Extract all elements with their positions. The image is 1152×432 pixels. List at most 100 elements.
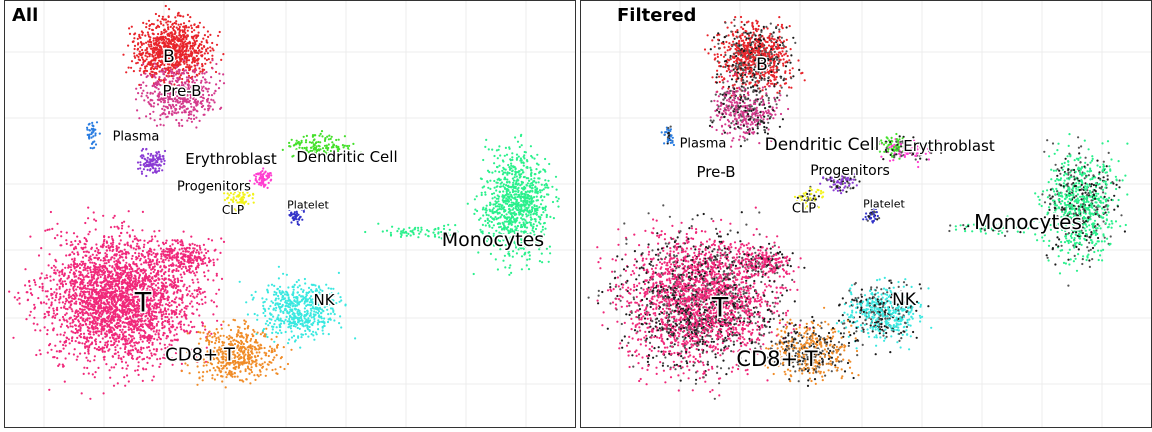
cell-point xyxy=(72,232,76,235)
cell-point xyxy=(139,163,142,167)
cell-point xyxy=(85,340,88,344)
cell-point xyxy=(188,90,191,93)
cell-point xyxy=(82,332,86,335)
cell-point xyxy=(551,200,555,204)
cell-point xyxy=(149,168,152,171)
cell-point xyxy=(180,45,183,48)
cell-point xyxy=(156,338,159,341)
cell-point xyxy=(544,209,547,212)
cell-point xyxy=(72,286,75,289)
cell-point xyxy=(507,219,511,223)
cell-point xyxy=(153,158,157,161)
cell-point xyxy=(203,34,206,37)
cell-point xyxy=(149,103,152,106)
cell-point xyxy=(114,303,118,306)
cell-point xyxy=(186,63,189,66)
cell-point xyxy=(535,162,539,165)
cell-point xyxy=(492,203,495,206)
cell-point xyxy=(186,92,189,95)
cell-point xyxy=(70,278,74,281)
cell-point xyxy=(104,344,107,347)
cell-point xyxy=(190,105,193,108)
cell-point xyxy=(233,208,236,211)
cell-point xyxy=(70,268,73,272)
cell-point xyxy=(538,177,541,180)
cell-point xyxy=(544,205,547,208)
cell-point xyxy=(56,283,59,286)
cell-point xyxy=(173,56,176,60)
cell-point xyxy=(65,312,68,315)
cell-point xyxy=(85,356,88,359)
cell-point xyxy=(156,82,159,85)
cell-point xyxy=(105,330,108,333)
cell-point xyxy=(121,328,124,331)
cell-point xyxy=(177,111,180,114)
cell-point xyxy=(151,171,155,174)
cell-point xyxy=(506,202,509,205)
cell-point xyxy=(33,316,36,319)
cell-point xyxy=(486,180,489,183)
cell-point xyxy=(175,333,178,336)
cell-point xyxy=(244,200,248,203)
cell-point xyxy=(195,39,198,43)
cell-point xyxy=(93,376,96,379)
cell-point xyxy=(144,322,147,325)
cell-point xyxy=(184,43,187,46)
cell-point xyxy=(508,168,512,171)
cell-point xyxy=(197,281,200,284)
cell-point xyxy=(174,52,177,56)
cell-point xyxy=(129,352,132,355)
cell-point xyxy=(108,291,111,294)
cell-point xyxy=(513,165,516,169)
cell-point xyxy=(240,196,243,199)
cell-point xyxy=(141,156,144,160)
cell-point xyxy=(160,93,163,96)
cell-point xyxy=(173,83,176,86)
cell-point xyxy=(319,148,322,151)
cell-point xyxy=(187,49,190,52)
cell-point xyxy=(146,156,149,159)
cell-point xyxy=(232,196,235,199)
cell-point xyxy=(491,148,494,151)
cell-point xyxy=(307,151,310,154)
cell-point xyxy=(94,338,97,341)
cell-point xyxy=(76,251,79,254)
cell-point xyxy=(73,257,76,260)
cell-point xyxy=(112,241,115,244)
cell-point xyxy=(167,53,170,56)
cell-point xyxy=(142,163,145,166)
cell-point xyxy=(55,296,58,299)
cell-point xyxy=(266,186,269,189)
cell-point xyxy=(514,136,517,139)
cell-point xyxy=(533,218,536,221)
grid xyxy=(4,0,576,428)
cell-point xyxy=(130,340,133,343)
cell-point xyxy=(132,70,135,73)
cell-point xyxy=(201,302,204,306)
cell-point xyxy=(107,273,110,276)
cell-point xyxy=(161,323,164,327)
cell-point xyxy=(49,275,52,278)
cell-point xyxy=(151,99,154,102)
cell-point xyxy=(206,90,209,93)
cell-point xyxy=(252,192,255,195)
cell-point xyxy=(139,83,143,86)
cell-point xyxy=(184,110,187,113)
cell-point xyxy=(539,218,542,221)
cell-point xyxy=(71,321,74,324)
cell-point xyxy=(94,219,98,222)
cell-point xyxy=(327,155,330,158)
cell-point xyxy=(192,114,195,117)
cell-point xyxy=(190,30,194,33)
cell-point xyxy=(511,216,515,219)
cell-point xyxy=(189,320,192,323)
cell-point xyxy=(171,80,174,83)
cell-point xyxy=(122,355,125,358)
cell-point xyxy=(266,176,269,179)
cell-point xyxy=(206,278,210,281)
cell-point xyxy=(175,296,178,299)
cell-point xyxy=(158,155,162,158)
cell-point xyxy=(178,312,181,316)
cell-point xyxy=(103,238,106,241)
cell-point xyxy=(188,42,191,45)
